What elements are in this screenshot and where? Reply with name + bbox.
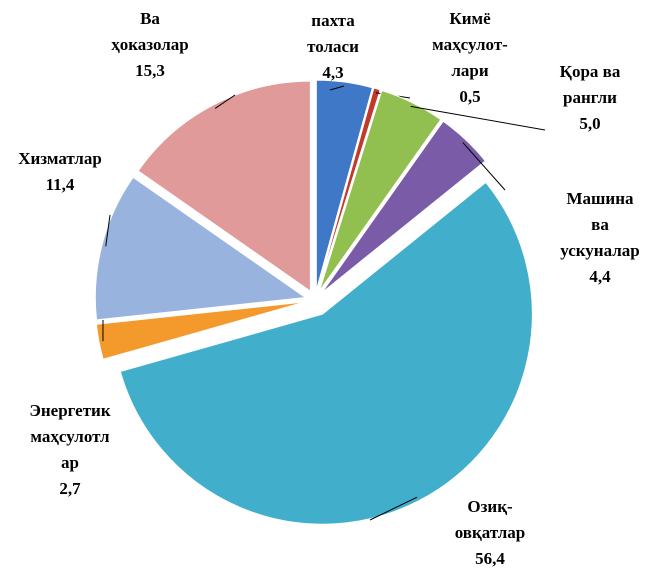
- pie-slice: [94, 176, 307, 321]
- pie-slice: [315, 79, 374, 291]
- category-label-line: Озиқ-: [467, 497, 513, 516]
- pie-slice: [95, 301, 306, 360]
- category-label-line: Кимё: [449, 9, 491, 28]
- category-label-line: ар: [61, 453, 79, 472]
- pie-slice: [119, 181, 533, 525]
- category-label-line: Энергетик: [29, 401, 111, 420]
- leader-line: [410, 105, 546, 131]
- category-label-line: пахта: [311, 11, 355, 30]
- category-label-line: ва: [591, 215, 609, 234]
- leader-line: [462, 142, 506, 191]
- category-label-line: Машина: [567, 189, 634, 208]
- pie-slice: [137, 80, 311, 293]
- pie-slice: [318, 89, 442, 292]
- value-label: 15,3: [135, 61, 165, 80]
- category-label-line: овқатлар: [455, 523, 526, 542]
- value-label: 4,3: [322, 63, 343, 82]
- value-label: 2,7: [59, 479, 81, 498]
- category-label: Қора ва рангли: [560, 62, 621, 107]
- leader-line: [329, 85, 345, 91]
- pie-slice: [321, 120, 487, 294]
- category-label: Кимё маҳсулот-лари: [432, 9, 508, 80]
- value-label: 5,0: [579, 114, 600, 133]
- category-label-line: рангли: [563, 88, 617, 107]
- value-label: 4,4: [589, 267, 611, 286]
- category-label-line: Ва: [140, 9, 160, 28]
- category-label-line: толаси: [307, 37, 359, 56]
- leader-line: [214, 94, 236, 109]
- category-label: Хизматлар: [18, 149, 102, 168]
- category-label-line: лари: [451, 61, 488, 80]
- category-label-line: ҳоказолар: [111, 35, 189, 54]
- category-label: Энергетик маҳсулотл ар: [29, 401, 111, 472]
- category-label-line: маҳсулот-: [432, 35, 508, 54]
- category-label-line: Қора ва: [560, 62, 621, 81]
- category-label: Машина ва ускуналар: [560, 189, 640, 260]
- category-label-line: маҳсулотл: [30, 427, 110, 446]
- value-label: 0,5: [459, 87, 480, 106]
- category-label: пахта толаси: [307, 11, 359, 56]
- leader-line: [105, 214, 111, 247]
- category-label: Ва ҳоказолар: [111, 9, 189, 54]
- category-label-line: Хизматлар: [18, 149, 102, 168]
- value-label: 56,4: [475, 549, 505, 568]
- category-label: Озиқ-овқатлар: [455, 497, 526, 542]
- pie-slice: [317, 87, 381, 291]
- category-label-line: ускуналар: [560, 241, 640, 260]
- leader-line: [369, 496, 418, 521]
- value-label: 11,4: [46, 175, 75, 194]
